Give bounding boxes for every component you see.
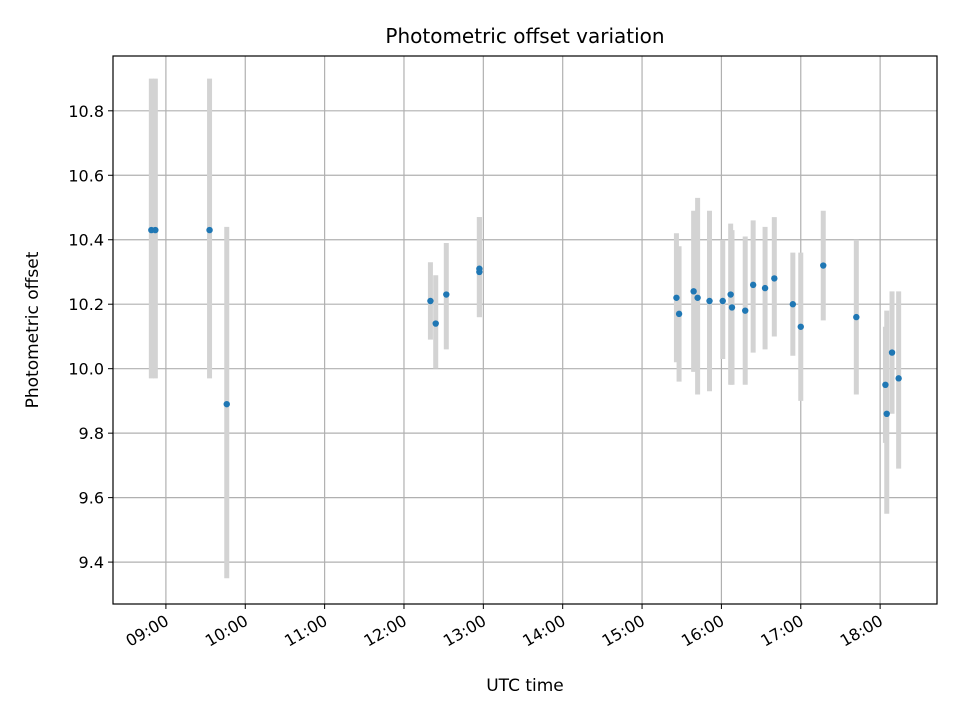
data-point xyxy=(742,307,749,314)
data-point xyxy=(853,313,860,321)
data-point xyxy=(888,349,896,356)
data-point xyxy=(719,297,726,305)
data-point xyxy=(797,323,804,330)
data-point xyxy=(761,284,769,292)
data-point xyxy=(883,410,890,418)
data-point xyxy=(223,400,230,408)
x-axis-title: UTC time xyxy=(486,676,564,696)
data-point xyxy=(749,281,757,289)
plot-frame xyxy=(112,55,938,605)
data-point xyxy=(432,320,439,327)
data-points xyxy=(148,226,902,418)
data-point xyxy=(673,294,680,301)
y-axis: 9.4 9.6 9.8 10.0 10.2 10.4 10.6 10.8 xyxy=(68,102,113,572)
data-point xyxy=(476,268,483,276)
data-point xyxy=(727,291,734,298)
y-tick-label: 10.6 xyxy=(68,166,104,185)
data-point xyxy=(443,291,450,298)
data-point xyxy=(820,262,827,269)
y-tick-label: 10.4 xyxy=(68,231,104,250)
y-tick-label: 9.6 xyxy=(79,489,104,508)
data-point xyxy=(675,310,683,318)
data-point xyxy=(152,226,159,234)
data-point xyxy=(206,226,213,234)
data-point xyxy=(728,304,736,311)
y-tick-label: 9.8 xyxy=(79,424,104,443)
chart-title: Photometric offset variation xyxy=(385,24,664,48)
data-point xyxy=(690,288,697,295)
y-tick-label: 10.0 xyxy=(68,360,104,379)
y-tick-label: 10.2 xyxy=(68,295,104,314)
data-point xyxy=(771,275,778,282)
y-tick-label: 10.8 xyxy=(68,102,104,121)
grid xyxy=(113,56,937,604)
y-tick-label: 9.4 xyxy=(79,553,104,572)
y-axis-title: Photometric offset xyxy=(23,251,43,408)
data-point xyxy=(427,297,434,305)
data-point xyxy=(694,294,701,301)
data-point xyxy=(895,375,902,382)
data-point xyxy=(706,297,713,305)
data-point xyxy=(789,301,797,308)
data-point xyxy=(882,381,889,388)
